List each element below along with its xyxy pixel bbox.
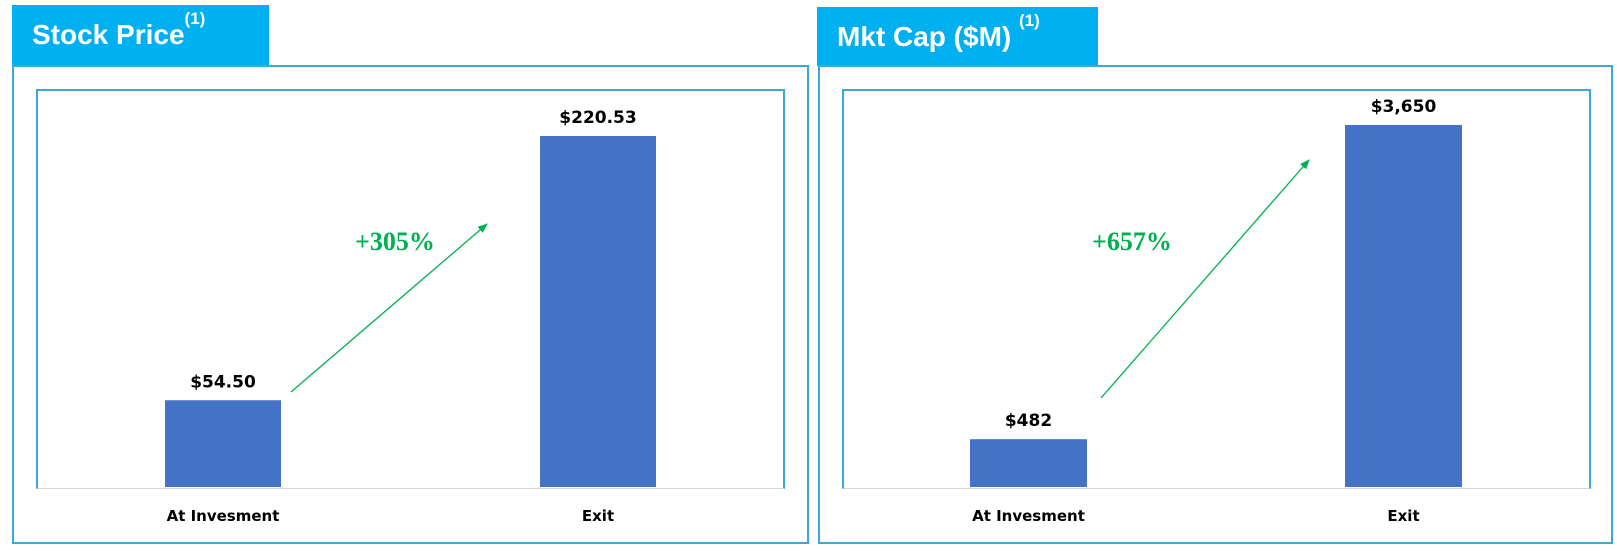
data-label: $482 xyxy=(1005,411,1052,431)
stock-price-plot-area xyxy=(36,89,785,489)
category-label: Exit xyxy=(1387,507,1419,525)
mkt-cap-panel xyxy=(818,65,1613,544)
bar xyxy=(540,136,656,487)
bar xyxy=(970,439,1087,487)
growth-arrow xyxy=(1100,159,1310,399)
stock-price-header: Stock Price(1) xyxy=(12,5,269,66)
data-label: $220.53 xyxy=(559,108,636,128)
bar xyxy=(1345,125,1462,487)
category-label: At Invesment xyxy=(972,507,1085,525)
growth-annotation: +657% xyxy=(1092,227,1172,256)
stock-price-panel xyxy=(12,65,809,544)
mkt-cap-plot-area xyxy=(842,89,1591,489)
category-label: At Invesment xyxy=(167,507,280,525)
growth-arrow xyxy=(290,223,488,393)
data-label: $3,650 xyxy=(1371,97,1437,117)
footnote-ref: (1) xyxy=(184,9,206,28)
mkt-cap-title: Mkt Cap ($M) xyxy=(837,21,1012,52)
stock-price-title: Stock Price xyxy=(32,19,185,50)
category-label: Exit xyxy=(582,507,614,525)
growth-annotation: +305% xyxy=(355,227,435,256)
mkt-cap-header: Mkt Cap ($M) (1) xyxy=(817,7,1098,66)
data-label: $54.50 xyxy=(190,372,256,392)
footnote-ref: (1) xyxy=(1019,11,1040,30)
bar xyxy=(165,400,281,487)
